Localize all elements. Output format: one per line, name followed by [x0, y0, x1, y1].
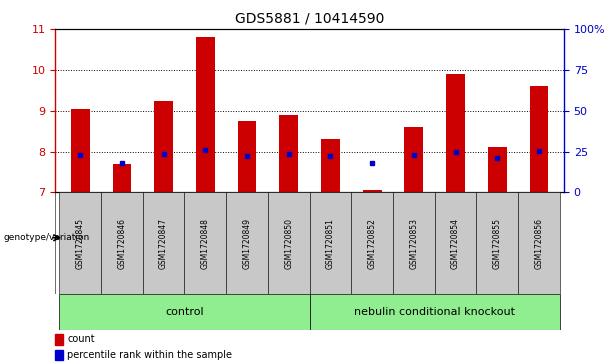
- Bar: [393, 192, 435, 294]
- Bar: [196, 37, 215, 192]
- Bar: [446, 74, 465, 192]
- Text: GSM1720848: GSM1720848: [201, 218, 210, 269]
- Bar: [143, 192, 185, 294]
- Text: control: control: [165, 307, 204, 317]
- Text: GSM1720849: GSM1720849: [243, 218, 251, 269]
- Text: GSM1720845: GSM1720845: [75, 218, 85, 269]
- Bar: [435, 192, 476, 294]
- Text: nebulin conditional knockout: nebulin conditional knockout: [354, 307, 515, 317]
- Bar: [55, 350, 63, 360]
- Bar: [71, 109, 89, 192]
- Title: GDS5881 / 10414590: GDS5881 / 10414590: [235, 11, 384, 25]
- Text: GSM1720852: GSM1720852: [368, 218, 376, 269]
- Text: GSM1720850: GSM1720850: [284, 218, 293, 269]
- Text: count: count: [67, 334, 95, 344]
- Bar: [226, 192, 268, 294]
- Bar: [363, 190, 381, 192]
- Bar: [238, 121, 256, 192]
- Bar: [101, 192, 143, 294]
- Bar: [476, 192, 518, 294]
- Bar: [185, 192, 226, 294]
- Text: GSM1720855: GSM1720855: [493, 218, 501, 269]
- Bar: [321, 139, 340, 192]
- Text: GSM1720856: GSM1720856: [535, 218, 544, 269]
- Text: GSM1720847: GSM1720847: [159, 218, 168, 269]
- Text: GSM1720846: GSM1720846: [118, 218, 126, 269]
- Bar: [55, 334, 63, 345]
- Text: GSM1720854: GSM1720854: [451, 218, 460, 269]
- Bar: [268, 192, 310, 294]
- Bar: [518, 192, 560, 294]
- Bar: [280, 115, 298, 192]
- Bar: [59, 192, 101, 294]
- Bar: [488, 147, 506, 192]
- Text: genotype/variation: genotype/variation: [4, 233, 89, 242]
- Bar: [310, 192, 351, 294]
- Text: GSM1720851: GSM1720851: [326, 218, 335, 269]
- Bar: [59, 294, 310, 330]
- Bar: [113, 164, 131, 192]
- Text: GSM1720853: GSM1720853: [409, 218, 418, 269]
- Bar: [154, 101, 173, 192]
- Bar: [310, 294, 560, 330]
- Bar: [351, 192, 393, 294]
- Bar: [405, 127, 423, 192]
- Text: percentile rank within the sample: percentile rank within the sample: [67, 350, 232, 360]
- Bar: [530, 86, 548, 192]
